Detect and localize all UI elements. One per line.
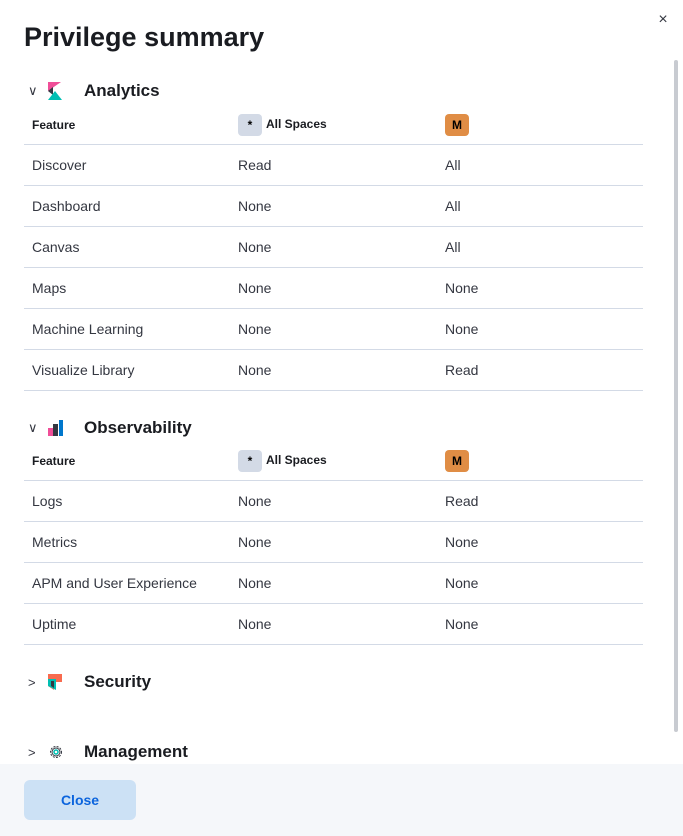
security-logo-icon xyxy=(48,674,84,690)
section-toggle[interactable]: > Security xyxy=(24,667,643,697)
section-management: > Management xyxy=(24,737,643,785)
space-header: M xyxy=(437,442,643,481)
all-spaces-privilege: None xyxy=(230,562,437,604)
table-row: Canvas None All xyxy=(24,226,643,268)
space-privilege: All xyxy=(437,185,643,227)
all-spaces-privilege: None xyxy=(230,226,437,268)
all-spaces-badge[interactable]: * xyxy=(238,450,262,473)
space-privilege: None xyxy=(437,603,643,645)
table-row: Machine Learning None None xyxy=(24,308,643,350)
all-spaces-header: * All Spaces xyxy=(230,106,437,145)
chevron-down-icon: ∨ xyxy=(28,83,38,98)
feature-name: Machine Learning xyxy=(24,308,230,350)
kibana-logo-icon xyxy=(48,82,84,100)
section-security: > Security xyxy=(24,667,643,715)
all-spaces-badge[interactable]: * xyxy=(238,113,262,136)
all-spaces-privilege: None xyxy=(230,521,437,563)
section-observability: ∨ Observability Feature * All Spaces M Lo… xyxy=(24,413,643,645)
space-privilege: None xyxy=(437,308,643,350)
space-privilege: None xyxy=(437,521,643,563)
space-privilege: All xyxy=(437,144,643,186)
all-spaces-privilege: None xyxy=(230,267,437,309)
footer: Close xyxy=(0,764,683,836)
chevron-right-icon: > xyxy=(28,744,36,760)
chevron-down-icon: ∨ xyxy=(28,419,38,435)
feature-name: Metrics xyxy=(24,521,230,563)
feature-name: Canvas xyxy=(24,226,230,268)
section-title: Security xyxy=(84,672,152,691)
close-button[interactable]: Close xyxy=(24,780,136,820)
table-row: Maps None None xyxy=(24,267,643,309)
space-privilege: Read xyxy=(437,349,643,391)
feature-header: Feature xyxy=(24,442,230,481)
table-header: Feature * All Spaces M xyxy=(24,442,643,481)
space-privilege: All xyxy=(437,226,643,268)
section-toggle[interactable]: ∨ Observability xyxy=(24,413,643,443)
feature-header: Feature xyxy=(24,106,230,145)
feature-name: Maps xyxy=(24,267,230,309)
table-row: Uptime None None xyxy=(24,603,643,645)
feature-name: Uptime xyxy=(24,603,230,645)
space-privilege: None xyxy=(437,267,643,309)
table-row: Discover Read All xyxy=(24,144,643,186)
all-spaces-label: All Spaces xyxy=(266,116,327,131)
section-toggle[interactable]: > Management xyxy=(24,737,643,767)
feature-name: Logs xyxy=(24,480,230,522)
table-row: APM and User Experience None None xyxy=(24,562,643,604)
page-title: Privilege summary xyxy=(24,22,265,52)
space-avatar[interactable]: M xyxy=(445,450,469,473)
section-title: Analytics xyxy=(84,81,160,100)
all-spaces-header: * All Spaces xyxy=(230,442,437,481)
chevron-right-icon: > xyxy=(28,674,36,690)
all-spaces-privilege: None xyxy=(230,185,437,227)
table-row: Dashboard None All xyxy=(24,185,643,227)
privilege-table: Feature * All Spaces M Discover Read All … xyxy=(24,106,643,391)
all-spaces-privilege: None xyxy=(230,349,437,391)
section-title: Observability xyxy=(84,417,192,437)
privilege-sections: ∨ Analytics Feature * All Spaces M Discov… xyxy=(24,76,643,807)
all-spaces-privilege: Read xyxy=(230,144,437,186)
feature-name: Discover xyxy=(24,144,230,186)
privilege-table: Feature * All Spaces M Logs None Read Met… xyxy=(24,442,643,645)
gear-icon xyxy=(48,744,84,760)
all-spaces-privilege: None xyxy=(230,308,437,350)
table-row: Visualize Library None Read xyxy=(24,349,643,391)
space-privilege: None xyxy=(437,562,643,604)
all-spaces-label: All Spaces xyxy=(266,453,327,468)
table-row: Metrics None None xyxy=(24,521,643,563)
all-spaces-privilege: None xyxy=(230,480,437,522)
space-privilege: Read xyxy=(437,480,643,522)
space-avatar[interactable]: M xyxy=(445,113,469,136)
section-analytics: ∨ Analytics Feature * All Spaces M Discov… xyxy=(24,76,643,391)
all-spaces-privilege: None xyxy=(230,603,437,645)
section-toggle[interactable]: ∨ Analytics xyxy=(24,76,643,106)
table-header: Feature * All Spaces M xyxy=(24,106,643,145)
space-header: M xyxy=(437,106,643,145)
section-title: Management xyxy=(84,742,188,761)
scrollbar[interactable] xyxy=(674,60,678,732)
close-icon[interactable]: × xyxy=(658,11,668,28)
feature-name: Dashboard xyxy=(24,185,230,227)
observability-logo-icon xyxy=(48,419,84,436)
feature-name: Visualize Library xyxy=(24,349,230,391)
feature-name: APM and User Experience xyxy=(24,562,230,604)
table-row: Logs None Read xyxy=(24,480,643,522)
